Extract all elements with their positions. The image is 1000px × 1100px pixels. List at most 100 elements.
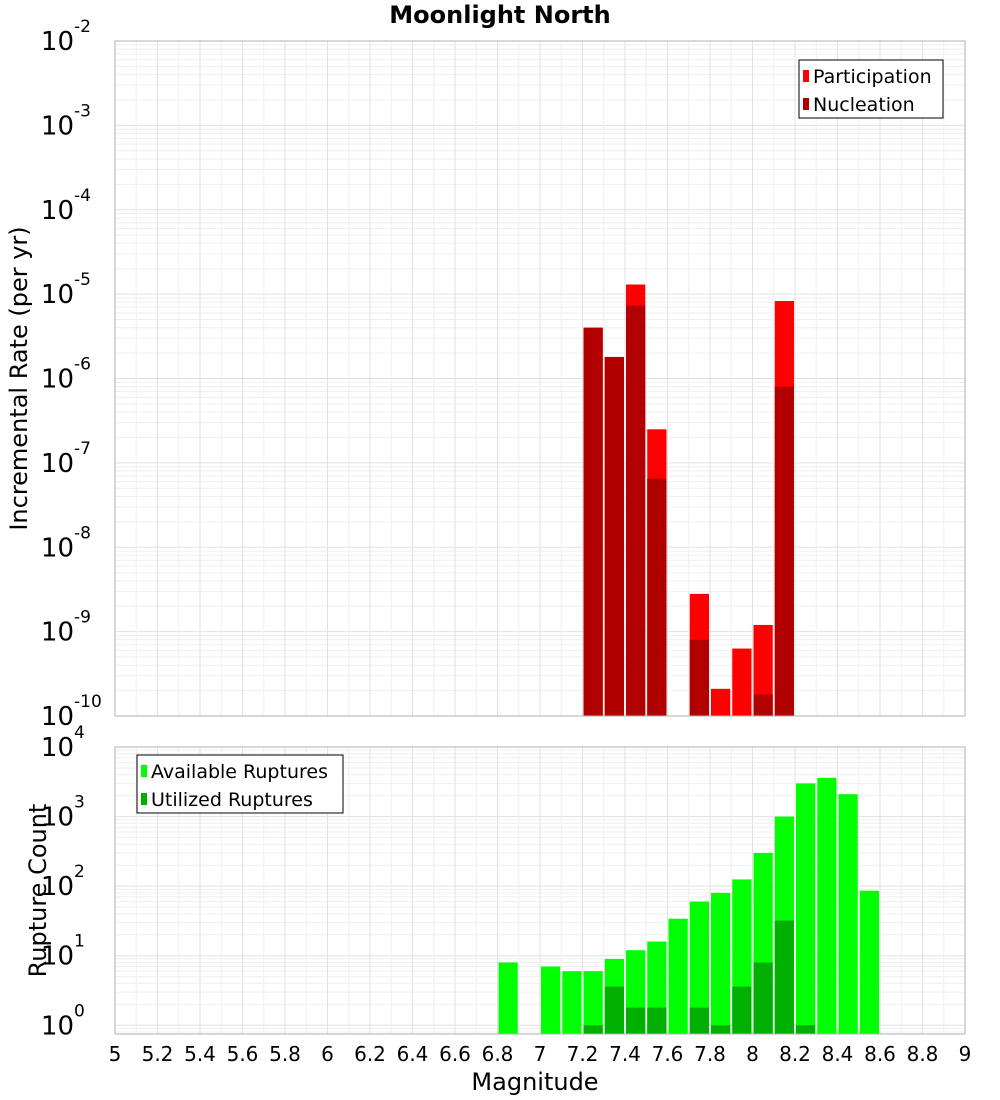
y-tick-base: 10 [41,280,74,310]
bar [583,1025,603,1034]
x-tick-label: 5.4 [184,1042,216,1066]
x-tick-label: 8.4 [822,1042,854,1066]
y-tick-label: 10 1 [41,932,85,972]
bar [796,783,816,1034]
x-tick-label: 6.8 [482,1042,514,1066]
bar [626,1007,646,1034]
x-tick-label: 9 [959,1042,972,1066]
bar [774,920,794,1034]
x-tick-label: 7.2 [567,1042,599,1066]
bar [732,986,752,1034]
x-tick-label: 5.8 [269,1042,301,1066]
bar [838,794,858,1034]
x-tick-label: 5.6 [227,1042,259,1066]
x-tick-label: 7.6 [652,1042,684,1066]
y-tick-exponent: -5 [74,270,91,290]
bar [583,327,603,716]
bar [753,624,773,716]
bar [498,962,518,1034]
y-tick-base: 10 [41,365,74,395]
x-tick-label: 8.2 [779,1042,811,1066]
y-tick-exponent: -6 [74,355,91,375]
bar [689,1007,709,1034]
y-tick-base: 10 [41,872,74,902]
x-tick-label: 8.8 [907,1042,939,1066]
legend-swatch [141,793,147,805]
y-tick-exponent: -10 [74,692,102,712]
bar [626,305,646,716]
y-tick-base: 10 [41,111,74,141]
y-tick-label: 10 4 [41,723,85,763]
y-tick-label: 10 -5 [41,270,91,310]
legend-label: Participation [813,66,932,88]
bar [796,1025,816,1034]
y-tick-exponent: 4 [74,723,85,743]
x-tick-label: 5.2 [142,1042,174,1066]
bar [604,986,624,1034]
legend: Participation Nucleation [798,59,944,119]
bar [604,356,624,716]
legend: Available Ruptures Utilized Ruptures [136,754,344,814]
x-tick-label: 7.8 [694,1042,726,1066]
y-tick-base: 10 [41,27,74,57]
chart-title: Moonlight North [389,1,610,29]
x-tick-label: 7.4 [609,1042,641,1066]
y-tick-exponent: -9 [74,608,91,628]
bar [541,966,561,1034]
x-tick-label: 8 [746,1042,759,1066]
bar [711,1025,731,1034]
bar [753,962,773,1034]
y-tick-exponent: -8 [74,523,91,543]
y-tick-base: 10 [41,196,74,226]
y-tick-label: 10 2 [41,862,85,902]
y-tick-exponent: -7 [74,439,91,459]
legend-label: Nucleation [813,94,915,116]
bar [753,694,773,716]
y-tick-label: 10 -4 [41,186,91,226]
x-tick-label: 6.4 [397,1042,429,1066]
x-axis-label: Magnitude [471,1068,598,1096]
y-axis-label: Incremental Rate (per yr) [5,226,33,530]
series-utilized-ruptures [583,920,816,1034]
y-tick-exponent: 1 [74,932,85,952]
bar [668,918,688,1034]
y-tick-base: 10 [41,449,74,479]
y-tick-label: 10 -6 [41,355,91,395]
bar [774,386,794,716]
y-tick-label: 10 -7 [41,439,91,479]
legend-swatch [803,98,809,110]
y-tick-label: 10 -9 [41,608,91,648]
y-tick-label: 10 -8 [41,523,91,563]
bar [647,478,667,716]
bar [647,1007,667,1034]
y-tick-label: 10 0 [41,1001,85,1041]
x-tick-label: 6.2 [354,1042,386,1066]
x-tick-label: 6 [321,1042,334,1066]
bar [817,777,837,1034]
y-tick-exponent: -4 [74,186,91,206]
gridlines [114,41,966,717]
y-tick-label: 10 3 [41,793,85,833]
y-tick-label: 10 -10 [41,692,102,732]
legend-box [136,754,344,814]
bar [732,648,752,716]
y-axis-label: Rupture Count [24,804,52,978]
y-tick-label: 10 -3 [41,101,91,141]
series-nucleation [583,305,794,716]
bar [689,639,709,716]
plot-frame [114,40,966,717]
y-tick-base: 10 [41,702,74,732]
plot-frame [114,746,966,1035]
y-tick-base: 10 [41,733,74,763]
x-tick-labels: 5 5.2 5.4 5.6 5.8 6 6.2 6.4 6.6 6.8 7 7.2 7.4 7.6 7.8 8… [109,1042,972,1066]
y-tick-exponent: 3 [74,793,85,813]
bar [689,901,709,1034]
x-tick-label: 7 [534,1042,547,1066]
legend-label: Available Ruptures [151,761,328,783]
x-tick-label: 6.6 [439,1042,471,1066]
